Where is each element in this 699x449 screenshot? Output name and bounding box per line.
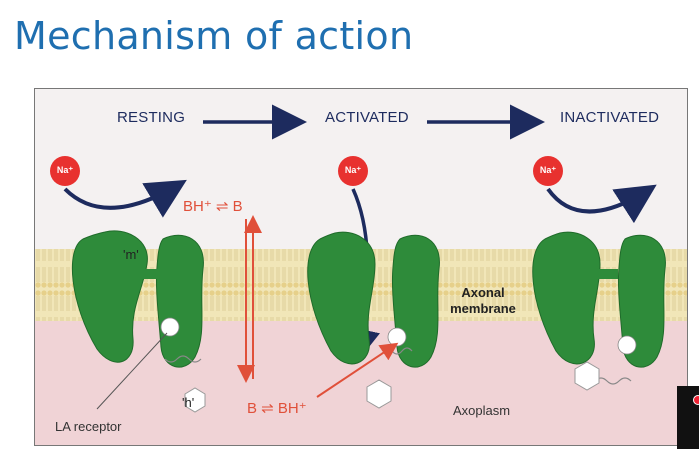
mechanism-diagram: RESTING ACTIVATED INACTIVATED Na⁺ Na⁺ Na… <box>34 88 688 446</box>
bh-to-receptor-arrow <box>316 342 399 398</box>
na-label-activated: Na⁺ <box>344 165 362 175</box>
equilibrium-top: BH⁺ ⇌ B <box>183 198 243 215</box>
axonal-membrane-label: Axonal membrane <box>443 285 523 317</box>
la-receptor-label: LA receptor <box>55 419 122 434</box>
channel-resting <box>71 230 206 413</box>
na-arrow-inactivated <box>546 184 657 224</box>
axoplasm-label: Axoplasm <box>453 403 511 418</box>
stage-label-inactivated: INACTIVATED <box>560 109 660 126</box>
la-receptor-site-activated <box>387 327 407 347</box>
m-gate-label: 'm' <box>123 247 139 262</box>
na-label-inactivated: Na⁺ <box>539 165 557 175</box>
channel-activated <box>307 231 440 409</box>
stage-label-resting: RESTING <box>117 109 186 126</box>
record-indicator-icon <box>693 395 699 405</box>
stage-label-activated: ACTIVATED <box>325 109 409 126</box>
na-label-resting: Na⁺ <box>56 165 74 175</box>
la-receptor-site <box>160 317 180 337</box>
h-gate-activated <box>366 379 392 409</box>
h-gate-label: 'h' <box>182 395 195 410</box>
sodium-ion-resting <box>50 156 80 186</box>
receptor-pointer <box>96 332 168 410</box>
sodium-ion-activated <box>338 156 368 186</box>
h-gate-inactivated <box>574 361 600 391</box>
membrane-label-line1: Axonal <box>461 285 505 300</box>
na-arrow-resting <box>63 179 187 218</box>
equilibrium-bottom: B ⇌ BH⁺ <box>247 400 307 417</box>
membrane-label-line2: membrane <box>450 301 516 316</box>
sodium-ion-inactivated <box>533 156 563 186</box>
slide-title: Mechanism of action <box>14 14 414 58</box>
h-gate-resting <box>184 387 206 413</box>
diagram-canvas <box>35 89 687 445</box>
channel-inactivated <box>532 231 666 391</box>
la-receptor-site-inactivated <box>617 335 637 355</box>
